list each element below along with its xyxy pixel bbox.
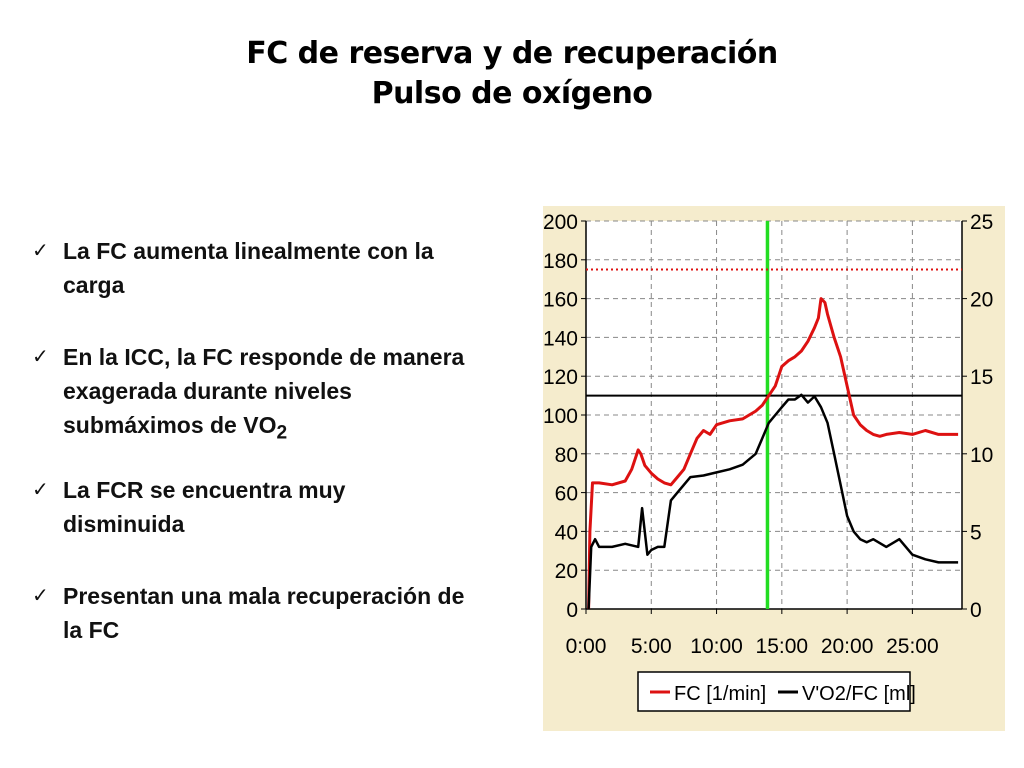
bullet-text: La FCR se encuentra muy disminuida bbox=[63, 476, 346, 537]
y-left-tick-label: 40 bbox=[555, 521, 578, 544]
cpet-chart: 20018016014012010080604020025201510500:0… bbox=[543, 206, 1005, 731]
bullet-text: En la ICC, la FC responde de manera exag… bbox=[63, 344, 465, 438]
y-right-tick-label: 10 bbox=[970, 444, 993, 467]
y-left-tick-label: 140 bbox=[543, 327, 578, 350]
y-left-tick-label: 160 bbox=[543, 289, 578, 312]
y-right-tick-label: 0 bbox=[970, 599, 982, 622]
chart-legend: FC [1/min] V'O2/FC [ml] bbox=[637, 671, 916, 712]
y-left-tick-label: 20 bbox=[555, 560, 578, 583]
y-left-tick-label: 0 bbox=[566, 599, 578, 622]
y-left-tick-label: 100 bbox=[543, 405, 578, 428]
checkmark-icon: ✓ bbox=[32, 584, 49, 607]
legend-box bbox=[637, 671, 911, 712]
y-left-tick-label: 60 bbox=[555, 483, 578, 506]
bullet-text: La FC aumenta linealmente con la carga bbox=[63, 238, 434, 298]
bullet-subscript: 2 bbox=[276, 422, 288, 444]
y-left-tick-label: 80 bbox=[555, 444, 578, 467]
x-tick-label: 0:00 bbox=[566, 635, 607, 658]
title-line-1: FC de reserva y de recuperación bbox=[246, 36, 778, 71]
x-tick-label: 25:00 bbox=[886, 635, 939, 658]
bullet-item: ✓ Presentan una mala recuperación de la … bbox=[32, 579, 472, 647]
bullet-text: Presentan una mala recuperación de la FC bbox=[63, 582, 465, 643]
bullet-item: ✓ La FC aumenta linealmente con la carga bbox=[32, 234, 472, 302]
x-tick-label: 10:00 bbox=[690, 635, 743, 658]
checkmark-icon: ✓ bbox=[32, 478, 49, 501]
y-right-tick-label: 20 bbox=[970, 289, 993, 312]
y-right-tick-label: 5 bbox=[970, 521, 982, 544]
bullet-item: ✓ La FCR se encuentra muy disminuida bbox=[32, 473, 472, 541]
y-right-tick-label: 15 bbox=[970, 366, 993, 389]
legend-label-vo2fc: V'O2/FC [ml] bbox=[802, 683, 916, 705]
bullet-list: ✓ La FC aumenta linealmente con la carga… bbox=[32, 234, 472, 647]
checkmark-icon: ✓ bbox=[32, 346, 49, 368]
y-left-tick-label: 200 bbox=[543, 211, 578, 234]
slide-title: FC de reserva y de recuperación Pulso de… bbox=[0, 34, 1024, 114]
legend-label-fc: FC [1/min] bbox=[674, 683, 766, 705]
x-tick-label: 20:00 bbox=[821, 635, 874, 658]
y-left-tick-label: 120 bbox=[543, 366, 578, 389]
fc-series-line bbox=[587, 297, 959, 610]
y-left-tick-label: 180 bbox=[543, 250, 578, 273]
vo2fc-series-line bbox=[587, 393, 959, 610]
title-line-2: Pulso de oxígeno bbox=[371, 76, 653, 111]
x-tick-label: 15:00 bbox=[756, 635, 809, 658]
bullet-item: ✓ En la ICC, la FC responde de manera ex… bbox=[32, 340, 472, 451]
y-right-tick-label: 25 bbox=[970, 211, 993, 234]
chart-panel: 200 180 160 140 120 100 80 60 40 20 0 25 20 15 10 5 0 0:0… bbox=[543, 206, 1005, 731]
checkmark-icon: ✓ bbox=[32, 240, 49, 262]
x-tick-label: 5:00 bbox=[631, 635, 672, 658]
